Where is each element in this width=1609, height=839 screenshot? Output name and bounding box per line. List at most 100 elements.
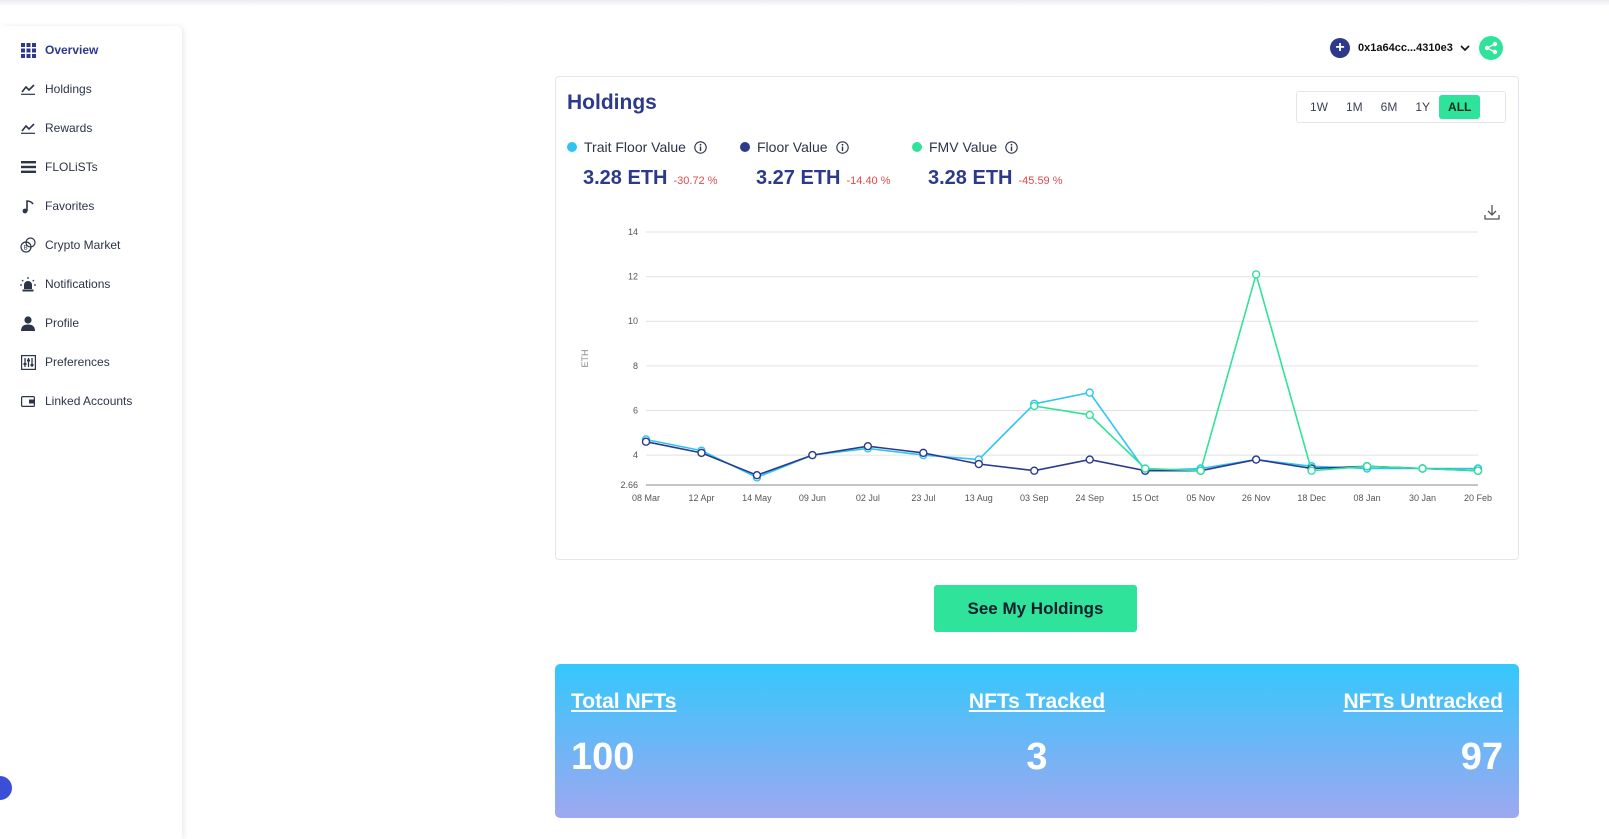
data-point (1251, 455, 1261, 464)
sidebar-item-label: Profile (45, 316, 80, 330)
data-point (1251, 270, 1261, 279)
x-tick-label: 15 Oct (1132, 493, 1159, 503)
wallet-selector[interactable]: + 0x1a64cc...4310e3 (1330, 36, 1503, 60)
data-point (752, 470, 762, 480)
holdings-card: Holdings 1W 1M 6M 1Y ALL Trait Floor Val… (555, 76, 1519, 560)
data-point (863, 441, 873, 451)
info-icon[interactable] (835, 140, 849, 154)
data-point (919, 448, 928, 458)
sidebar-item-favorites[interactable]: Favorites (20, 192, 94, 220)
legend-dot (567, 142, 577, 152)
y-tick-label: 8 (633, 361, 638, 371)
share-icon[interactable] (1478, 36, 1503, 60)
y-tick-label: 14 (628, 227, 638, 237)
stat-label[interactable]: NFTs Tracked (968, 690, 1106, 713)
stat-label[interactable]: Total NFTs (571, 690, 677, 713)
data-point (641, 437, 651, 446)
sidebar-item-linked-accounts[interactable]: Linked Accounts (20, 387, 132, 415)
sliders-icon (20, 354, 36, 370)
y-axis-label: ETH (580, 350, 590, 368)
music-note-icon (20, 198, 36, 214)
x-tick-label: 18 Dec (1297, 493, 1326, 503)
sidebar-item-preferences[interactable]: Preferences (20, 348, 110, 376)
stat-total-nfts: Total NFTs 100 (571, 690, 676, 779)
x-tick-label: 26 Nov (1242, 493, 1271, 503)
x-tick-label: 02 Jul (856, 493, 880, 503)
sidebar-item-label: FLOLiSTs (45, 160, 98, 174)
x-tick-label: 08 Mar (632, 493, 660, 503)
sidebar-item-label: Linked Accounts (45, 394, 133, 408)
metric-change: -14.40 % (846, 175, 891, 187)
x-tick-label: 09 Jun (799, 493, 826, 503)
range-1y-button[interactable]: 1Y (1415, 100, 1431, 114)
stat-value: 100 (571, 736, 635, 778)
metric-value: 3.28 ETH (928, 167, 1013, 189)
sidebar-item-crypto-market[interactable]: B Crypto Market (20, 231, 120, 259)
legend-label: Floor Value (757, 139, 828, 155)
data-point (1030, 401, 1039, 411)
series-line (645, 440, 1479, 477)
fmv-value: 3.28 ETH -45.59 % (928, 167, 1063, 190)
sidebar-item-flolists[interactable]: FLOLiSTs (20, 153, 98, 181)
sidebar-item-label: Overview (45, 43, 99, 57)
sidebar-item-notifications[interactable]: Notifications (20, 270, 110, 298)
line-chart-icon (20, 81, 36, 97)
x-tick-label: 12 Apr (688, 493, 714, 503)
data-point (1085, 410, 1094, 420)
legend-fmv-value[interactable]: FMV Value (912, 139, 1018, 155)
time-range-selector: 1W 1M 6M 1Y ALL (1296, 91, 1506, 123)
x-tick-label: 30 Jan (1409, 493, 1436, 503)
line-chart-icon (20, 120, 36, 136)
trait-floor-value: 3.28 ETH -30.72 % (583, 167, 718, 190)
x-tick-label: 13 Aug (965, 493, 993, 503)
chevron-down-icon[interactable] (1459, 42, 1471, 54)
legend-dot (912, 142, 922, 152)
y-tick-label: 4 (633, 450, 638, 460)
sidebar-item-overview[interactable]: Overview (20, 36, 98, 64)
top-shadow (0, 0, 1609, 6)
range-1m-button[interactable]: 1M (1346, 100, 1363, 114)
sidebar-item-label: Holdings (45, 82, 92, 96)
info-icon[interactable] (694, 140, 707, 154)
sidebar-item-rewards[interactable]: Rewards (20, 114, 92, 142)
wallet-address: 0x1a64cc...4310e3 (1358, 42, 1453, 54)
download-icon[interactable] (1483, 203, 1501, 221)
metric-value: 3.28 ETH (583, 167, 668, 189)
data-point (697, 448, 706, 458)
sidebar-item-label: Crypto Market (45, 238, 121, 252)
sidebar: Overview Holdings Rewards FLOLiSTs Favor… (0, 26, 182, 839)
range-all-button[interactable]: ALL (1439, 95, 1481, 119)
range-6m-button[interactable]: 6M (1380, 100, 1398, 114)
metric-change: -45.59 % (1018, 175, 1063, 187)
data-point (1085, 455, 1094, 464)
data-point (1473, 466, 1483, 475)
stat-label[interactable]: NFTs Untracked (1343, 690, 1503, 713)
info-icon[interactable] (1005, 140, 1018, 154)
plus-icon[interactable]: + (1330, 38, 1350, 58)
data-point (1085, 388, 1094, 397)
sidebar-item-holdings[interactable]: Holdings (20, 75, 92, 103)
x-tick-label: 03 Sep (1020, 493, 1049, 503)
x-tick-label: 08 Jan (1354, 493, 1381, 503)
sidebar-item-label: Notifications (45, 277, 111, 291)
help-bubble-button[interactable] (0, 776, 12, 800)
wallet-icon (20, 393, 36, 409)
data-point (974, 459, 983, 469)
svg-text:B: B (24, 245, 28, 252)
legend-trait-floor-value[interactable]: Trait Floor Value (567, 139, 707, 155)
y-tick-label: 10 (628, 316, 638, 326)
metric-value: 3.27 ETH (756, 167, 841, 189)
x-tick-label: 24 Sep (1075, 493, 1104, 503)
x-tick-label: 14 May (742, 493, 772, 503)
sidebar-item-profile[interactable]: Profile (20, 309, 79, 337)
data-point (808, 450, 817, 460)
data-point (1362, 462, 1372, 471)
stat-nfts-tracked: NFTs Tracked 3 (555, 690, 1519, 779)
legend-floor-value[interactable]: Floor Value (740, 139, 849, 155)
x-tick-label: 23 Jul (911, 493, 935, 503)
see-my-holdings-button[interactable]: See My Holdings (934, 585, 1137, 632)
data-point (1418, 464, 1427, 473)
range-1w-button[interactable]: 1W (1310, 100, 1328, 114)
coins-icon: B (20, 237, 36, 253)
user-icon (20, 315, 36, 331)
